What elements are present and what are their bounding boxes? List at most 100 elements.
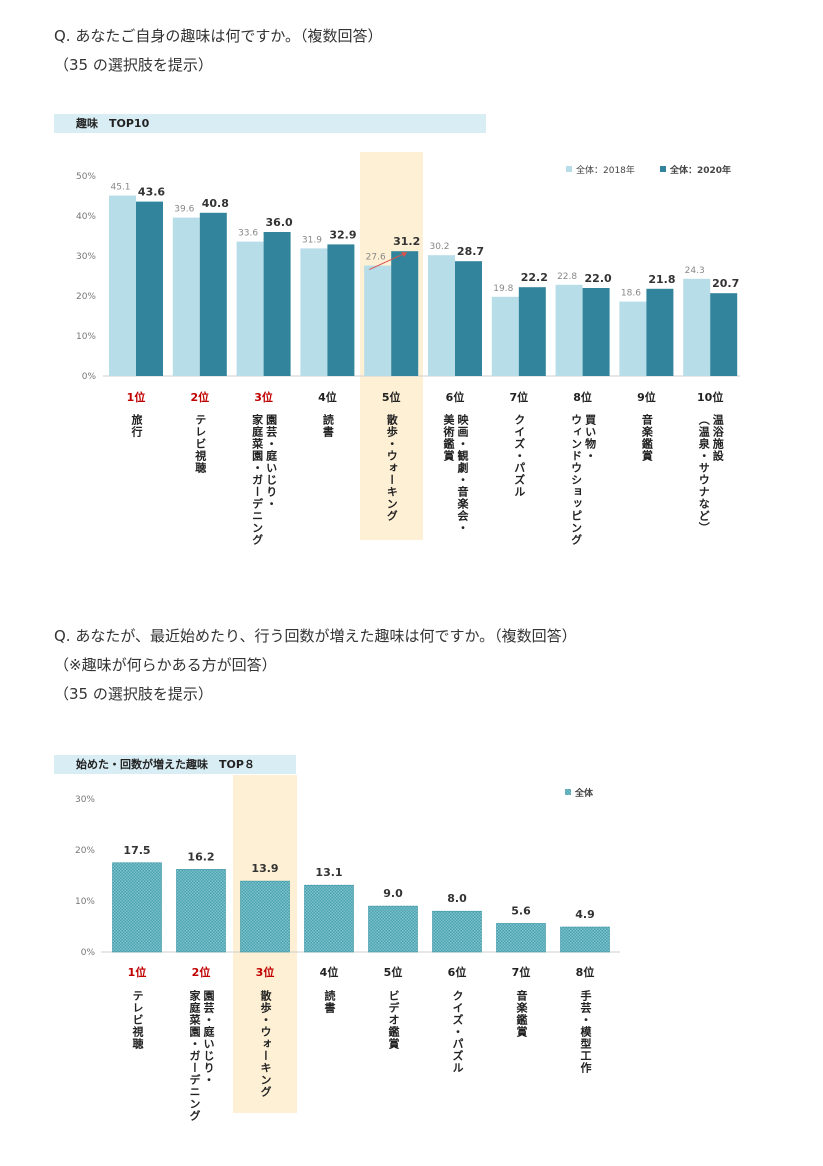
chart-2-value-label: 13.1 — [315, 866, 342, 879]
chart-1-bar-2020 — [646, 288, 674, 376]
chart-2-rank-label: 8位 — [575, 966, 595, 979]
chart-1-category-label: 買い物・ ウィンドウショッピング — [569, 414, 597, 546]
chart-1-value-label-2018: 33.6 — [238, 229, 258, 239]
chart-2-category-label: 手芸・模型工作 — [579, 990, 592, 1074]
chart-1-increase-arrow — [368, 252, 406, 271]
chart-1-value-label-2018: 24.3 — [685, 266, 705, 276]
chart-1-bar-2018 — [491, 296, 519, 376]
chart-1-value-label-2020: 36.0 — [266, 216, 293, 229]
chart-1-category-label: 旅行 — [130, 414, 143, 438]
chart-1-value-label-2020: 32.9 — [329, 228, 356, 241]
chart-1-value-label-2020: 28.7 — [457, 245, 484, 258]
chart-2-category-label: クイズ・パズル — [451, 990, 464, 1074]
question-2-line: （35 の選択肢を提示） — [54, 685, 213, 703]
chart-2-bar — [368, 905, 418, 953]
chart-1-value-label-2018: 19.8 — [493, 284, 513, 294]
chart-1-category-label: 映画・観劇・音楽会・ 美術鑑賞 — [442, 414, 469, 534]
chart-1-category-label: 園芸・庭いじり・ 家庭菜園・ガーデニング — [250, 414, 278, 546]
chart-1-bar-2018 — [300, 248, 328, 376]
chart-2-legend-swatch — [565, 789, 571, 795]
chart-1-value-label-2018: 39.6 — [174, 205, 194, 215]
chart-1-rank-label: 2位 — [190, 391, 210, 404]
chart-2-bar — [560, 926, 610, 953]
chart-1-bar-2018 — [364, 265, 392, 376]
chart-2-bar — [432, 910, 482, 953]
chart-1-value-label-2020: 22.2 — [521, 271, 548, 284]
question-2: Q. あなたが、最近始めたり、行う回数が増えた趣味は何ですか。（複数回答） （※… — [54, 622, 577, 709]
chart-1-value-label-2020: 21.8 — [648, 273, 675, 286]
chart-2-y-tick-label: 0% — [81, 948, 96, 958]
chart-2-category-label: 読書 — [323, 990, 336, 1014]
chart-2-rank-label: 5位 — [383, 966, 403, 979]
chart-1-value-label-2020: 22.0 — [585, 272, 612, 285]
chart-1-rank-label: 4位 — [318, 391, 337, 404]
chart-1-bar-2020 — [710, 293, 738, 376]
chart-1-legend-label: 全体：2018年 — [576, 164, 635, 176]
chart-2-category-label: テレビ視聴 — [131, 990, 144, 1050]
chart-1-bar-2018 — [619, 301, 647, 376]
chart-2-rank-label: 4位 — [319, 966, 339, 979]
chart-1-category-label: 散歩・ウォーキング — [385, 414, 399, 522]
chart-1-bar-2018 — [555, 284, 583, 376]
chart-2-value-label: 8.0 — [447, 892, 467, 905]
chart-1-rank-label: 10位 — [697, 391, 724, 404]
chart-1-category-label: 温浴施設 （温泉・サウナなど） — [697, 414, 725, 534]
chart-2-rank-label: 7位 — [511, 966, 531, 979]
chart-1-bar-2020 — [455, 261, 482, 376]
chart-2-category-label: ビデオ鑑賞 — [387, 990, 400, 1050]
chart-1-y-tick-label: 30% — [76, 252, 96, 262]
chart-1-bar-2020 — [136, 201, 163, 376]
chart-1-value-label-2020: 31.2 — [393, 235, 420, 248]
chart-1-rank-label: 3位 — [254, 391, 273, 404]
chart-2-bar — [496, 923, 546, 953]
chart-2-y-tick-label: 10% — [75, 897, 95, 907]
chart-2-bar — [176, 869, 226, 953]
chart-1-increase-arrow-head — [401, 252, 408, 258]
chart-1-value-label-2018: 27.6 — [366, 253, 386, 263]
chart-1-value-label-2020: 20.7 — [712, 277, 739, 290]
chart-1-bar-2020 — [327, 244, 355, 376]
chart-2-y-tick-label: 30% — [75, 795, 95, 805]
chart-1-bar-2020 — [263, 232, 291, 376]
chart-1-rank-label: 6位 — [445, 391, 465, 404]
chart-2-rank-label: 2位 — [191, 966, 211, 979]
chart-1-category-label: テレビ視聴 — [193, 414, 207, 474]
chart-1-legend-label: 全体：2020年 — [669, 164, 731, 176]
chart-2-value-label: 9.0 — [383, 887, 403, 900]
chart-1-bar-2020 — [391, 251, 419, 376]
question-1-line: （35 の選択肢を提示） — [54, 56, 213, 74]
chart-1: 50% 40% 30% 20% 10% 0% 45.1 43.6 39.6 40.8 33.6 36.… — [76, 164, 740, 382]
chart-1-bar-2018 — [236, 241, 264, 376]
chart-1-y-tick-label: 40% — [76, 212, 96, 222]
chart-2-bar — [240, 880, 290, 953]
chart-1-y-tick-label: 10% — [76, 332, 96, 342]
chart-1-bar-2018 — [109, 195, 136, 376]
chart-1-bar-2020 — [582, 288, 610, 376]
chart-1-value-label-2020: 43.6 — [138, 186, 165, 199]
chart-1-rank-label: 8位 — [573, 391, 592, 404]
chart-2-legend-label: 全体 — [574, 787, 594, 799]
chart-1-bar-2018 — [172, 217, 200, 376]
chart-2-rank-label: 3位 — [255, 966, 275, 979]
chart-1-rank-label: 7位 — [509, 391, 529, 404]
chart-1-category-label: 読書 — [321, 414, 335, 438]
chart-2-bar — [112, 862, 162, 953]
chart-1-value-label-2018: 30.2 — [429, 242, 449, 252]
chart-1-bar-2020 — [518, 287, 546, 376]
chart-1-rank-label: 9位 — [637, 391, 656, 404]
chart-2-rank-label: 1位 — [127, 966, 147, 979]
chart-2-y-tick-label: 20% — [75, 846, 95, 856]
chart-1-legend-swatch — [660, 166, 666, 172]
chart-2-value-label: 17.5 — [123, 844, 150, 857]
chart-1-value-label-2018: 18.6 — [621, 289, 641, 299]
chart-2-value-label: 5.6 — [511, 904, 531, 917]
chart-1-value-label-2018: 45.1 — [110, 183, 130, 193]
chart-1-y-tick-label: 20% — [76, 292, 96, 302]
chart-1-legend-swatch — [566, 166, 572, 172]
chart-1-value-label-2018: 31.9 — [302, 235, 322, 245]
question-1-line: Q. あなたご自身の趣味は何ですか。（複数回答） — [54, 27, 383, 45]
chart-2-category-label: 散歩・ウォーキング — [259, 990, 272, 1098]
chart-1-rank-label: 1位 — [126, 391, 146, 404]
chart-2-value-label: 16.2 — [187, 850, 214, 863]
